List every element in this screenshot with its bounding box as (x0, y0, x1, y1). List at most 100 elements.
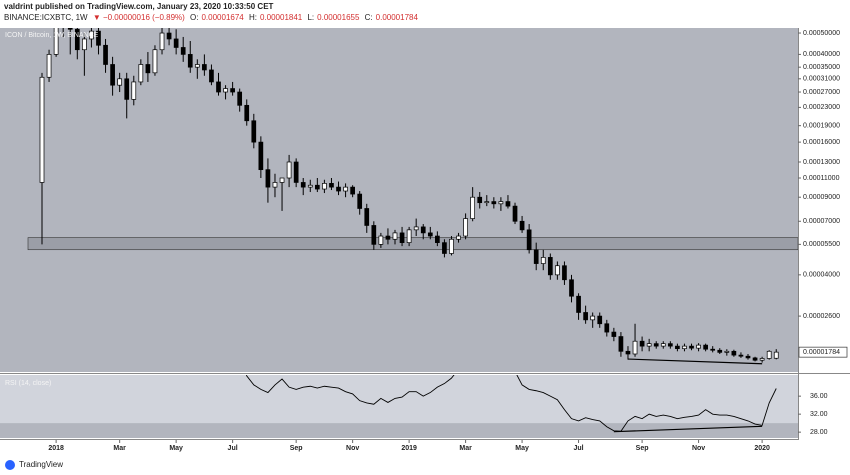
candle-body (470, 196, 476, 219)
candle-body (371, 225, 377, 245)
candle-body (519, 220, 525, 231)
candle-body (759, 358, 765, 361)
candle-body (110, 64, 115, 86)
y-tick-label: 0.00031000 (803, 76, 840, 83)
logo-text: TradingView (19, 460, 63, 469)
ohlc-value: 0.00001655 (317, 13, 360, 22)
candle-body (773, 351, 779, 359)
price-label: 0.00001784 (803, 349, 840, 356)
candle-body (300, 182, 306, 188)
candle-body (74, 28, 80, 51)
candle-body (307, 184, 313, 188)
chart-title: ICON / Bitcoin, 1W, BINANCE (5, 32, 99, 39)
candle-body (385, 235, 391, 240)
candle-body (540, 257, 546, 264)
logo-icon (5, 460, 15, 470)
logo: TradingView (5, 460, 63, 470)
candle-body (96, 30, 101, 46)
candle-body (138, 64, 144, 83)
candle-body (477, 196, 483, 204)
candle-body (682, 345, 687, 350)
candle-body (717, 349, 723, 353)
candle-body (547, 257, 553, 276)
x-tick-label: Mar (113, 445, 126, 452)
ohlc-value: 0.00001841 (259, 13, 303, 22)
candle-body (435, 235, 440, 243)
x-tick-label: May (515, 445, 529, 452)
candle-body (258, 141, 264, 171)
candle-body (180, 47, 186, 55)
candle-body (293, 161, 299, 183)
ohlc-key: L: (307, 13, 315, 22)
candle-body (272, 182, 278, 188)
candle-body (124, 78, 130, 100)
candle-body (322, 183, 327, 190)
y-tick-label: 0.00016000 (803, 139, 840, 146)
candle-body (660, 343, 666, 347)
x-tick-label: Mar (459, 445, 472, 452)
candle-body (251, 120, 257, 143)
rsi-y-tick-label: 28.00 (810, 429, 828, 436)
candle-body (187, 54, 193, 68)
candle-body (724, 350, 730, 353)
candle-body (89, 30, 94, 40)
candle-body (202, 64, 207, 71)
x-tick-label: Jul (573, 445, 583, 452)
rsi-y-tick-label: 32.00 (810, 411, 828, 418)
candle-body (653, 343, 659, 347)
symbol-line: BINANCE:ICXBTC, 1W ▼ −0.00000016 (−0.89%… (4, 12, 421, 23)
candle-body (766, 350, 772, 359)
candle-body (152, 49, 158, 74)
candle-body (357, 193, 363, 209)
ohlc-key: O: (190, 13, 199, 22)
candle-body (675, 345, 680, 350)
rsi-y-tick-label: 36.00 (810, 393, 828, 400)
candle-body (61, 12, 65, 22)
rsi-band (0, 375, 798, 424)
candle-body (505, 201, 511, 207)
x-tick-label: May (169, 445, 183, 452)
y-tick-label: 0.00050000 (803, 30, 840, 37)
candle-body (413, 226, 419, 231)
candle-body (526, 229, 532, 251)
y-tick-label: 0.00027000 (803, 89, 840, 96)
candle-body (463, 218, 468, 237)
candle-body (46, 54, 52, 78)
candle-body (237, 91, 243, 106)
candle-body (639, 340, 645, 347)
candle-body (39, 76, 45, 183)
candle-body (604, 323, 610, 333)
x-tick-label: Jul (228, 445, 238, 452)
rsi-line (246, 375, 777, 432)
candle-body (279, 177, 285, 183)
candle-body (427, 232, 433, 237)
candle-body (555, 265, 560, 276)
candle-body (590, 315, 596, 321)
candle-body (512, 205, 518, 222)
candle-body (216, 81, 221, 93)
y-tick-label: 0.00004000 (803, 272, 840, 279)
candle-body (625, 350, 631, 355)
candle-body (53, 28, 59, 55)
header: valdrint published on TradingView.com, J… (4, 1, 421, 23)
y-tick-label: 0.00013000 (803, 159, 840, 166)
author-line: valdrint published on TradingView.com, J… (4, 1, 421, 12)
candle-body (576, 295, 581, 313)
candle-body (399, 232, 405, 243)
candle-body (696, 344, 701, 349)
rsi-title: RSI (14, close) (5, 380, 51, 387)
candle-body (618, 336, 624, 352)
candle-body (491, 201, 497, 205)
y-tick-label: 0.00035000 (803, 64, 840, 71)
candle-body (336, 186, 341, 192)
candle-body (350, 186, 355, 195)
y-tick-label: 0.00023000 (803, 104, 840, 111)
candle-body (710, 348, 716, 351)
candle-body (498, 201, 504, 205)
candle-body (209, 69, 214, 83)
candle-body (343, 186, 348, 192)
support-zone (27, 237, 798, 251)
candle-body (67, 28, 73, 30)
